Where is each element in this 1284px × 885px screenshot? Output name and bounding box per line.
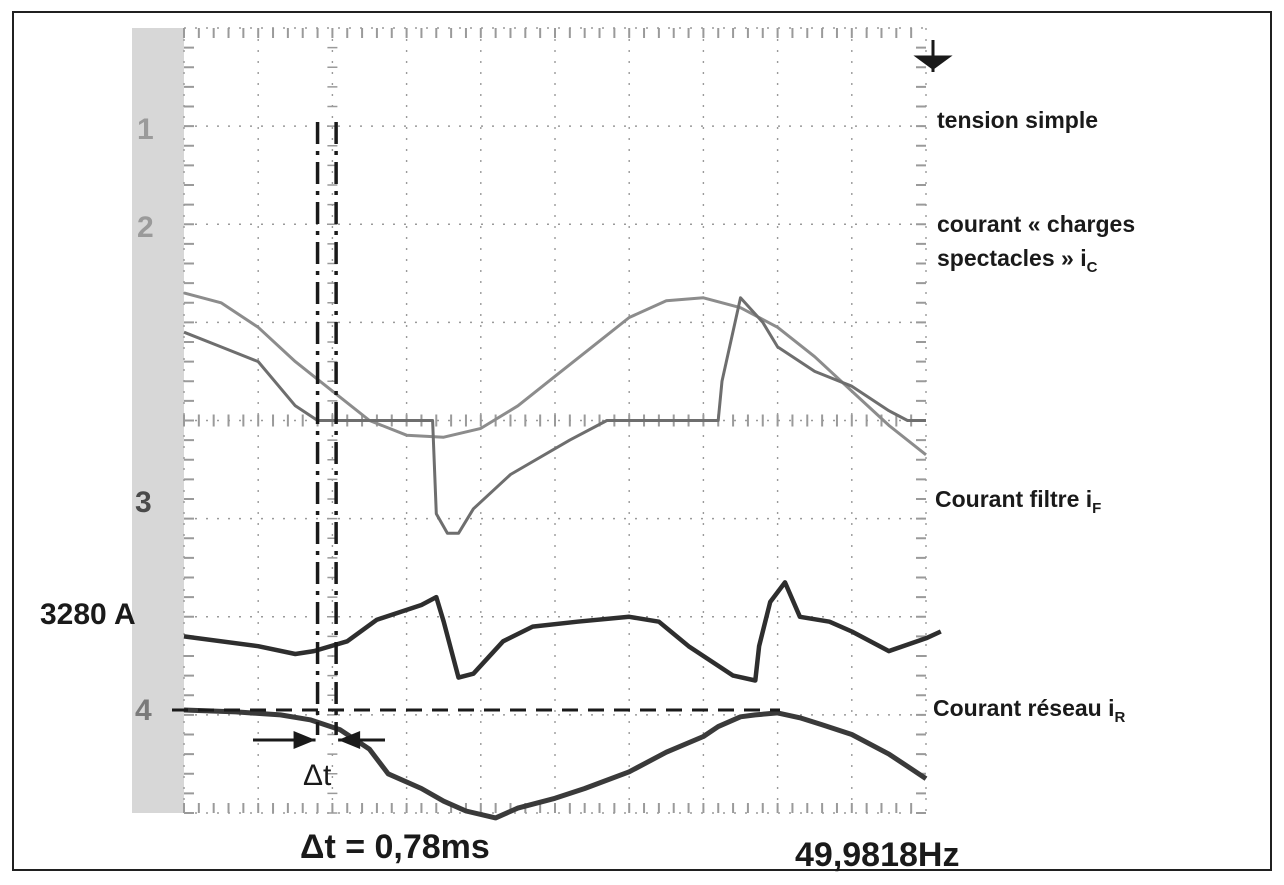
dt-arrow-left-head bbox=[293, 731, 316, 749]
label-courant-charges: courant « charges spectacles » iC bbox=[937, 211, 1142, 276]
label-courant-reseau: Courant réseau iR bbox=[933, 695, 1126, 726]
frequency-readout: 49,9818Hz bbox=[795, 836, 959, 874]
trigger-marker-icon bbox=[913, 40, 953, 72]
annotations bbox=[172, 122, 780, 749]
dt-arrow-right-head bbox=[338, 731, 361, 749]
label-courant-filtre: Courant filtre iF bbox=[935, 486, 1101, 517]
channel-marker-1: 1 bbox=[137, 113, 154, 146]
channel-marker-2: 2 bbox=[137, 211, 154, 244]
channel-marker-3: 3 bbox=[135, 486, 152, 519]
channel-marker-4: 4 bbox=[135, 694, 152, 727]
trace-3-line bbox=[183, 580, 942, 683]
delta-t-readout: Δt = 0,78ms bbox=[300, 828, 490, 866]
reference-level-label: 3280 A bbox=[40, 598, 136, 631]
delta-t-label: Δt bbox=[303, 759, 332, 792]
figure-border bbox=[12, 11, 1272, 871]
channel-strip bbox=[132, 28, 184, 813]
label-tension-simple: tension simple bbox=[937, 107, 1098, 133]
trace-1-line bbox=[183, 291, 927, 456]
